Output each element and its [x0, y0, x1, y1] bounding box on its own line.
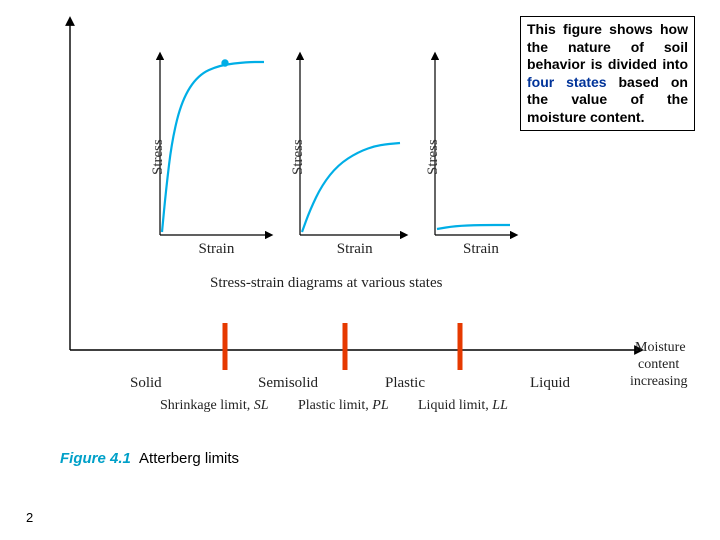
figure-title: Atterberg limits [139, 450, 239, 467]
plastic-plot [300, 55, 405, 235]
semisolid-plot [160, 55, 270, 235]
page-number: 2 [26, 510, 33, 525]
annotation-highlight: four states [527, 74, 607, 90]
region-liquid: Liquid [530, 375, 570, 392]
limit-pl: Plastic limit, PL [298, 398, 389, 414]
annotation-box: This figure shows how the nature of soil… [520, 16, 695, 131]
semisolid-plot-marker [222, 60, 228, 66]
moisture-label-2: content [638, 357, 679, 373]
figure-number: Figure 4.1 [60, 450, 131, 467]
liquid-plot-ylabel: Stress [425, 139, 442, 175]
semisolid-plot-xlabel: Strain [199, 241, 235, 258]
limit-sl: Shrinkage limit, SL [160, 398, 269, 414]
plastic-plot-curve [302, 143, 400, 232]
figure-caption: Figure 4.1 Atterberg limits [60, 450, 239, 467]
region-semisolid: Semisolid [258, 375, 318, 392]
annotation-pre: This figure shows how the nature of soil… [527, 21, 688, 72]
region-plastic: Plastic [385, 375, 425, 392]
liquid-plot-xlabel: Strain [463, 241, 499, 258]
liquid-plot-curve [437, 225, 510, 229]
region-solid: Solid [130, 375, 162, 392]
plastic-plot-ylabel: Stress [290, 139, 307, 175]
moisture-label-3: increasing [630, 374, 688, 390]
limit-ll: Liquid limit, LL [418, 398, 508, 414]
plastic-plot-xlabel: Strain [337, 241, 373, 258]
liquid-plot [435, 55, 515, 235]
region-ticks [225, 323, 460, 370]
semisolid-plot-curve [162, 62, 264, 232]
subplots-caption: Stress-strain diagrams at various states [210, 275, 442, 292]
subplots-group [160, 55, 515, 235]
moisture-label-1: Moisture [635, 340, 686, 356]
semisolid-plot-ylabel: Stress [150, 139, 167, 175]
